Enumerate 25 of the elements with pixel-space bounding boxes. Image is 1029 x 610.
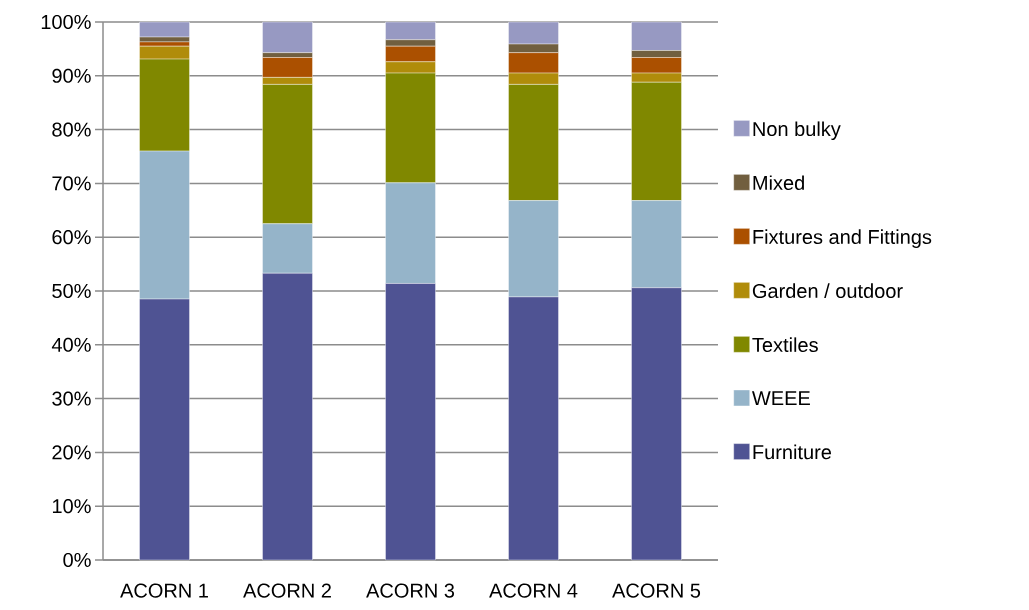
x-tick-label: ACORN 3: [366, 583, 455, 598]
y-tick-label: 0%: [63, 552, 91, 568]
legend-label: Mixed: [753, 175, 804, 191]
y-tick-label: 100%: [41, 14, 91, 30]
x-tick-label: ACORN 1: [120, 583, 208, 598]
y-tick-label: 80%: [52, 122, 91, 137]
y-tick-label: 10%: [52, 499, 91, 514]
y-tick-label: 60%: [52, 230, 91, 245]
x-tick-label: ACORN 2: [243, 583, 331, 598]
bar: [262, 21, 313, 53]
x-tick-label: ACORN 4: [489, 583, 578, 598]
legend-label: Fixtures and Fittings: [753, 229, 932, 249]
y-tick-label: 70%: [52, 176, 91, 191]
legend-label: Furniture: [753, 444, 832, 460]
y-tick-label: 40%: [51, 337, 91, 352]
x-tick-label: ACORN 5: [612, 583, 701, 598]
legend-label: Textiles: [752, 337, 818, 353]
legend-label: Non bulky: [753, 121, 841, 141]
legend-label: WEEE: [752, 391, 810, 406]
y-tick-label: 20%: [52, 445, 91, 460]
y-tick-label: 50%: [52, 283, 91, 299]
y-tick-label: 90%: [52, 68, 91, 83]
bar: [139, 21, 190, 38]
legend-label: Garden / outdoor: [752, 283, 903, 299]
y-tick-label: 30%: [52, 391, 91, 406]
